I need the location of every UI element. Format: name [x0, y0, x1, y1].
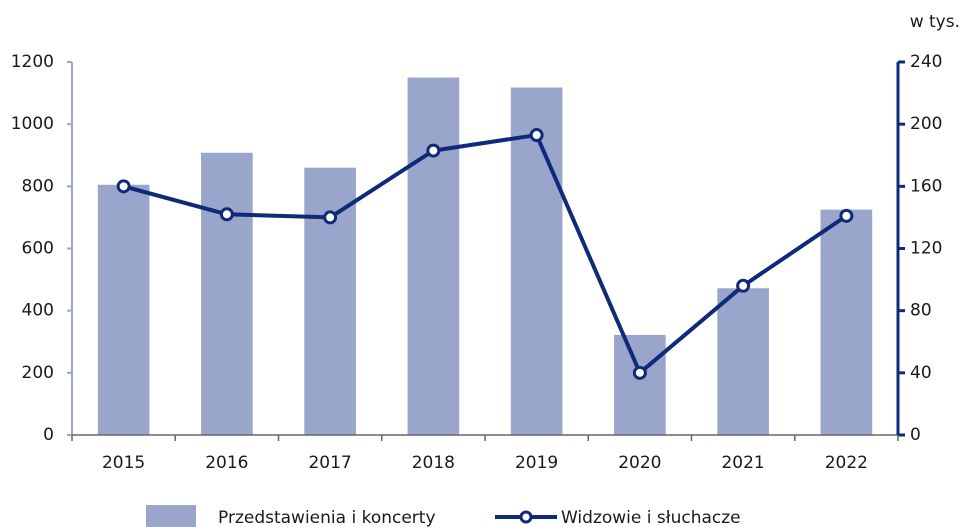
marker [839, 208, 854, 223]
bar [407, 77, 460, 436]
x-tick-label: 2018 [412, 453, 455, 473]
y-tick-label: 200 [22, 363, 54, 383]
x-tick-label: 2016 [205, 453, 248, 473]
y2-tick-label: 120 [910, 239, 942, 259]
y2-tick-label: 80 [910, 301, 932, 321]
x-tick-label: 2017 [308, 453, 351, 473]
bar [97, 184, 150, 435]
marker [426, 143, 441, 158]
bar [510, 87, 563, 435]
bar [614, 334, 666, 435]
x-tick-label: 2021 [721, 453, 764, 473]
marker [632, 365, 647, 380]
y2-tick-label: 200 [910, 114, 942, 134]
y-tick-label: 0 [43, 425, 54, 445]
marker [116, 179, 131, 194]
y2-tick-label: 240 [910, 52, 942, 72]
x-tick-label: 2015 [102, 453, 145, 473]
legend-swatch [146, 505, 196, 527]
x-tick-label: 2022 [825, 453, 868, 473]
y-tick-label: 1200 [11, 52, 54, 72]
marker [323, 210, 338, 225]
legend-label: Widzowie i słuchacze [561, 508, 741, 527]
marker [736, 278, 751, 293]
legend-label: Przedstawienia i koncerty [218, 508, 436, 527]
line [123, 133, 848, 375]
marker [529, 128, 544, 143]
y2-tick-label: 40 [910, 363, 932, 383]
y-tick-label: 1000 [11, 114, 54, 134]
y-tick-label: 600 [22, 239, 54, 259]
bar [820, 209, 873, 435]
x-tick-label: 2020 [618, 453, 661, 473]
y2-axis-label: w tys. [910, 12, 960, 32]
marker [219, 207, 234, 222]
y2-tick-label: 160 [910, 176, 942, 196]
bar [717, 288, 769, 435]
y-tick-label: 800 [22, 176, 54, 196]
y2-tick-label: 0 [910, 425, 921, 445]
x-tick-label: 2019 [515, 453, 558, 473]
y-tick-label: 400 [22, 301, 54, 321]
legend-marker [519, 510, 533, 524]
bar [201, 152, 253, 435]
